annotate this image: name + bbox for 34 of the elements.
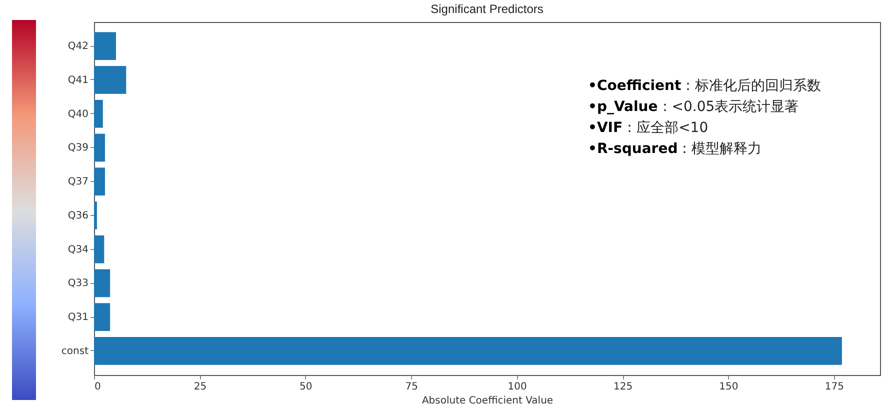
- bar: [94, 168, 105, 196]
- bar: [94, 100, 103, 128]
- bar: [94, 66, 126, 94]
- annotation: •Coefficient：标准化后的回归系数: [588, 77, 822, 96]
- chart-title: Significant Predictors: [430, 2, 544, 16]
- y-tick-label: Q34: [68, 244, 88, 256]
- y-tick-label: Q39: [68, 142, 88, 154]
- bar: [94, 134, 105, 162]
- y-tick-label: Q42: [68, 41, 88, 52]
- bar: [94, 269, 110, 298]
- x-tick-label: 25: [194, 382, 207, 392]
- x-tick-label: 125: [613, 382, 633, 392]
- x-tick-label: 175: [824, 382, 844, 392]
- x-tick-label: 150: [719, 382, 738, 392]
- y-tick-label: Q37: [68, 176, 88, 188]
- bar: [94, 32, 116, 60]
- annotation: •VIF：应全部<10: [588, 119, 710, 138]
- y-tick-label: const: [61, 346, 89, 357]
- y-tick-label: Q33: [68, 278, 88, 290]
- x-tick-label: 50: [300, 382, 312, 392]
- y-tick-label: Q31: [68, 312, 88, 324]
- y-tick-label: Q40: [68, 108, 88, 120]
- x-tick-label: 100: [508, 382, 527, 392]
- annotation: •p_Value：<0.05表示统计显著: [588, 98, 800, 117]
- y-tick-label: Q41: [68, 74, 88, 86]
- bar: [94, 337, 842, 365]
- x-tick-label: 0: [94, 382, 101, 392]
- x-axis-title: Absolute Coefficient Value: [422, 396, 554, 406]
- bar: [94, 235, 104, 264]
- y-tick-label: Q36: [68, 210, 88, 222]
- bar: [94, 303, 110, 331]
- annotation: •R-squared：模型解释力: [588, 140, 763, 159]
- x-tick-label: 75: [405, 382, 418, 392]
- bar: [94, 202, 97, 230]
